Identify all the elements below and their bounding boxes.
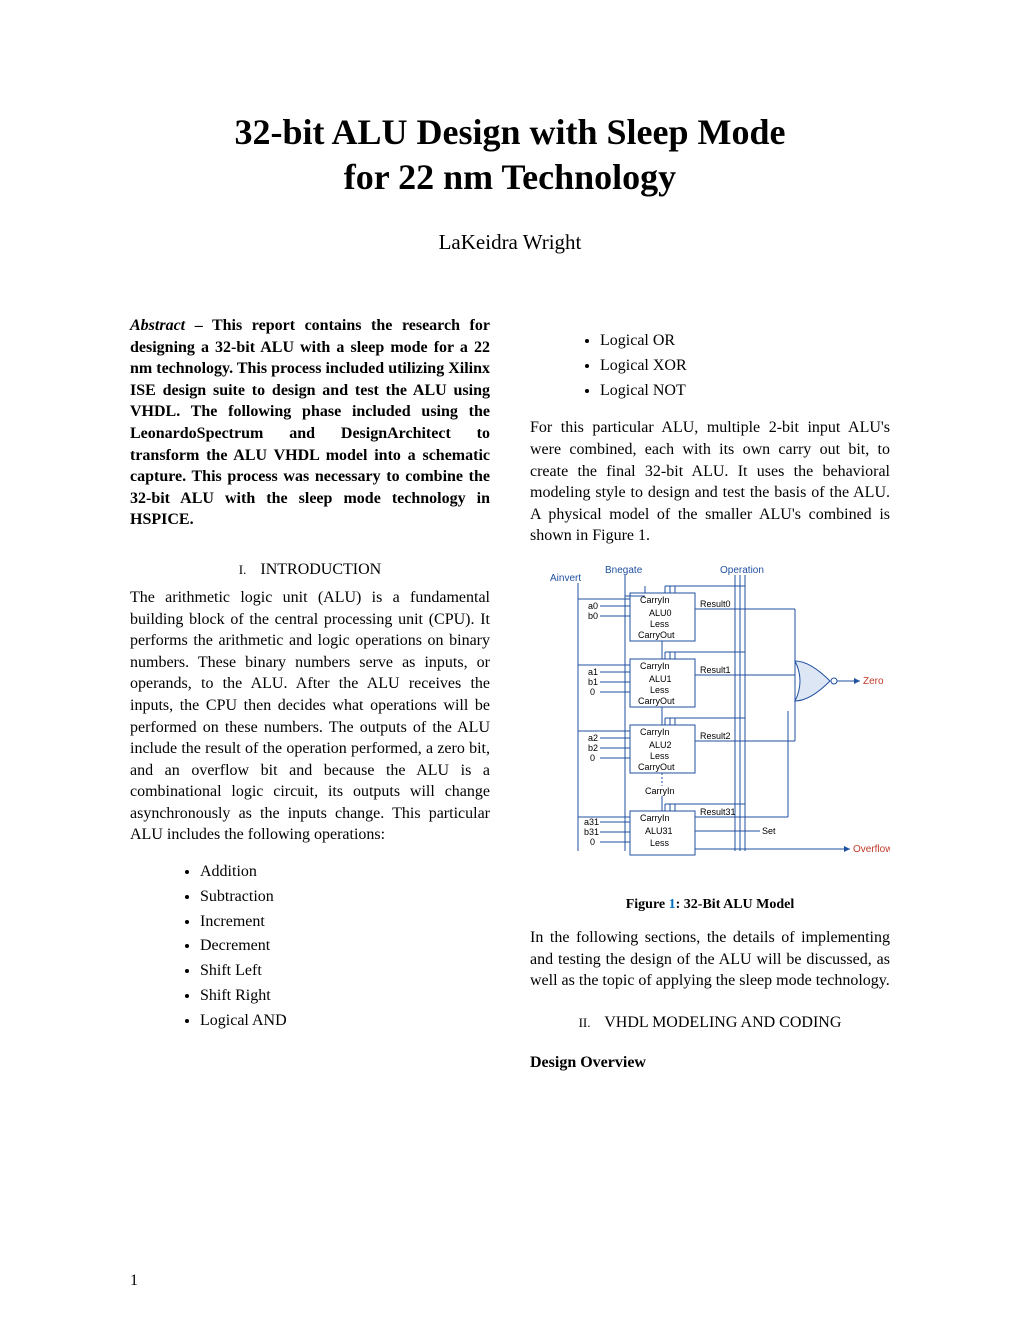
label-ainvert: Ainvert bbox=[550, 573, 581, 584]
figure-1-diagram: Ainvert Bnegate Operation CarryIn bbox=[530, 561, 890, 891]
operations-list-right: Logical OR Logical XOR Logical NOT bbox=[600, 329, 890, 403]
figure-caption-number: 1 bbox=[669, 897, 676, 912]
label-overflow: Overflow bbox=[853, 844, 890, 855]
abstract-text: This report contains the research for de… bbox=[130, 317, 490, 528]
label-carryout: CarryOut bbox=[638, 762, 675, 772]
label-operation: Operation bbox=[720, 565, 764, 576]
title-line-2: for 22 nm Technology bbox=[344, 157, 676, 197]
label-zero-in: 0 bbox=[590, 687, 595, 697]
abstract-dash: – bbox=[185, 317, 212, 334]
label-carryin: CarryIn bbox=[640, 813, 670, 823]
alu-block-1: CarryIn ALU1 Less CarryOut a1 b1 0 Resul… bbox=[578, 652, 770, 725]
page-number: 1 bbox=[130, 1272, 138, 1290]
label-zero-in: 0 bbox=[590, 837, 595, 847]
section-2-title: VHDL MODELING AND CODING bbox=[604, 1014, 841, 1031]
label-carryin: CarryIn bbox=[640, 727, 670, 737]
label-less: Less bbox=[650, 838, 670, 848]
right-column: Logical OR Logical XOR Logical NOT For t… bbox=[530, 315, 890, 1072]
label-alu2: ALU2 bbox=[649, 740, 672, 750]
figure-caption-prefix: Figure bbox=[626, 897, 669, 912]
label-result2: Result2 bbox=[700, 731, 731, 741]
label-alu31: ALU31 bbox=[645, 826, 673, 836]
two-column-layout: Abstract – This report contains the rese… bbox=[130, 315, 890, 1072]
label-a0: a0 bbox=[588, 601, 598, 611]
list-item: Shift Right bbox=[200, 984, 490, 1009]
label-zero-in: 0 bbox=[590, 753, 595, 763]
section-1-heading: I. INTRODUCTION bbox=[130, 561, 490, 579]
alu-block-2: CarryIn ALU2 Less CarryOut a2 b2 0 Resul… bbox=[578, 718, 770, 786]
section-2-heading: II. VHDL MODELING AND CODING bbox=[530, 1014, 890, 1032]
label-b31: b31 bbox=[584, 827, 599, 837]
label-bnegate: Bnegate bbox=[605, 565, 643, 576]
label-set: Set bbox=[762, 826, 776, 836]
list-item: Decrement bbox=[200, 934, 490, 959]
figure-caption-suffix: : 32-Bit ALU Model bbox=[676, 897, 795, 912]
list-item: Logical AND bbox=[200, 1009, 490, 1034]
figure-1-caption: Figure 1: 32-Bit ALU Model bbox=[530, 897, 890, 913]
label-a2: a2 bbox=[588, 733, 598, 743]
list-item: Logical XOR bbox=[600, 354, 890, 379]
section-1-roman: I. bbox=[239, 562, 247, 577]
list-item: Addition bbox=[200, 860, 490, 885]
label-alu0: ALU0 bbox=[649, 608, 672, 618]
label-carryout: CarryOut bbox=[638, 630, 675, 640]
paragraph-2: For this particular ALU, multiple 2-bit … bbox=[530, 417, 890, 547]
list-item: Increment bbox=[200, 910, 490, 935]
intro-paragraph: The arithmetic logic unit (ALU) is a fun… bbox=[130, 587, 490, 846]
section-1-title: INTRODUCTION bbox=[260, 561, 381, 578]
label-result1: Result1 bbox=[700, 665, 731, 675]
label-result0: Result0 bbox=[700, 599, 731, 609]
label-a1: a1 bbox=[588, 667, 598, 677]
label-result31: Result31 bbox=[700, 807, 736, 817]
abstract: Abstract – This report contains the rese… bbox=[130, 315, 490, 531]
left-column: Abstract – This report contains the rese… bbox=[130, 315, 490, 1072]
label-carryin: CarryIn bbox=[640, 661, 670, 671]
label-alu1: ALU1 bbox=[649, 674, 672, 684]
author: LaKeidra Wright bbox=[130, 230, 890, 255]
paragraph-3: In the following sections, the details o… bbox=[530, 927, 890, 992]
label-less: Less bbox=[650, 751, 670, 761]
alu-block-0: CarryIn ALU0 Less CarryOut a0 b0 Result0 bbox=[578, 586, 770, 659]
list-item: Logical NOT bbox=[600, 379, 890, 404]
abstract-label: Abstract bbox=[130, 317, 185, 334]
list-item: Shift Left bbox=[200, 959, 490, 984]
design-overview-subheading: Design Overview bbox=[530, 1054, 890, 1072]
label-zero: Zero bbox=[863, 676, 884, 687]
label-carryin-mid: CarryIn bbox=[645, 786, 675, 796]
section-2-roman: II. bbox=[579, 1015, 591, 1030]
title-line-1: 32-bit ALU Design with Sleep Mode bbox=[234, 112, 785, 152]
label-b2: b2 bbox=[588, 743, 598, 753]
label-b0: b0 bbox=[588, 611, 598, 621]
operations-list-left: Addition Subtraction Increment Decrement… bbox=[200, 860, 490, 1034]
alu-block-diagram-svg: Ainvert Bnegate Operation CarryIn bbox=[530, 561, 890, 891]
list-item: Logical OR bbox=[600, 329, 890, 354]
label-b1: b1 bbox=[588, 677, 598, 687]
paper-title: 32-bit ALU Design with Sleep Mode for 22… bbox=[130, 110, 890, 200]
label-carryout: CarryOut bbox=[638, 696, 675, 706]
nor-gate-icon: Zero bbox=[795, 661, 884, 701]
label-less: Less bbox=[650, 619, 670, 629]
label-less: Less bbox=[650, 685, 670, 695]
list-item: Subtraction bbox=[200, 885, 490, 910]
label-a31: a31 bbox=[584, 817, 599, 827]
